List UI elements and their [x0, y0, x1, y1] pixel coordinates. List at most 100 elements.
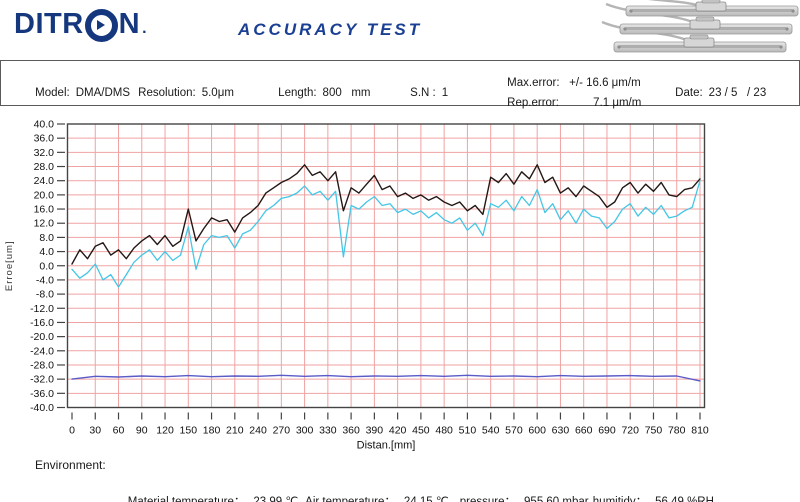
x-tick-label: 540: [482, 425, 500, 437]
y-tick-label: -20.0: [30, 331, 54, 343]
series-error-curve-dark: [71, 164, 701, 265]
max-error-value: +/- 16.6 μm/m: [569, 77, 641, 89]
resolution-value: 5.0μm: [201, 87, 234, 99]
x-tick-label: 720: [621, 425, 639, 437]
x-tick-label: 390: [366, 425, 384, 437]
x-tick-label: 180: [203, 425, 221, 437]
series-error-curve-cyan: [71, 180, 701, 288]
rep-error-value: 7.1 μm/m: [593, 97, 642, 109]
y-tick-label: -8.0: [36, 289, 54, 301]
serial-number-label: S.N :: [410, 87, 436, 99]
y-tick-label: 8.0: [39, 232, 54, 244]
material-temperature-label: Material temperature：: [127, 496, 246, 502]
x-tick-label: 150: [180, 425, 198, 437]
humidity-label: humitidy：: [592, 496, 648, 502]
logo-text-left: DITR: [14, 8, 84, 40]
y-tick-label: 16.0: [34, 204, 55, 216]
model-field: Model: DMA/DMS: [16, 75, 130, 111]
pressure: pressure： 955.60 mbar: [447, 481, 589, 502]
x-tick-label: 690: [598, 425, 616, 437]
y-tick-label: 40.0: [34, 119, 55, 131]
x-tick-label: 810: [691, 425, 709, 437]
material-temperature-value: 23.99 ℃: [253, 496, 299, 502]
x-axis: 0 30 60 90 120 150 180 210 240 270 300 330 360 390 420…: [69, 412, 709, 437]
air-temperature-label: Air temperature：: [305, 496, 396, 502]
y-tick-label: 32.0: [34, 147, 55, 159]
material-temperature: Material temperature： 23.99 ℃: [115, 481, 299, 502]
y-tick-label: 4.0: [39, 246, 54, 258]
x-tick-label: 210: [226, 425, 244, 437]
y-tick-label: -36.0: [30, 388, 54, 400]
pressure-label: pressure：: [459, 496, 517, 502]
rep-error-field: Rep.error: 7.1 μm/m: [488, 85, 641, 121]
air-temperature-value: 24.15 ℃: [403, 496, 449, 502]
y-tick-label: -40.0: [30, 402, 54, 414]
date-value: 23 / 5 / 23: [708, 87, 767, 99]
x-tick-label: 270: [273, 425, 291, 437]
x-tick-label: 90: [136, 425, 148, 437]
resolution-label: Resolution:: [138, 87, 196, 99]
x-tick-label: 0: [69, 425, 75, 437]
scale-3: [601, 20, 787, 53]
x-tick-label: 570: [505, 425, 523, 437]
max-error-label: Max.error:: [507, 77, 560, 89]
y-axis-title: Erroe[um]: [4, 240, 15, 291]
x-tick-label: 240: [249, 425, 267, 437]
plot-border: [66, 123, 706, 409]
x-tick-label: 660: [575, 425, 593, 437]
scale-1: [625, 0, 799, 17]
y-tick-label: -32.0: [30, 374, 54, 386]
logo-text-right: N: [118, 8, 141, 40]
x-tick-label: 480: [435, 425, 453, 437]
humidity-value: 56.49 %RH: [655, 496, 714, 502]
model-value: DMA/DMS: [75, 87, 131, 99]
pressure-value: 955.60 mbar: [524, 496, 589, 502]
y-axis: -40.0 -36.0 -32.0 -28.0 -24.0 -20.0 -16.0 -12.0…: [30, 119, 65, 414]
length-label: Length:: [278, 87, 317, 99]
x-tick-label: 120: [156, 425, 174, 437]
x-axis-title: Distan.[mm]: [357, 440, 416, 452]
y-tick-label: -28.0: [30, 359, 54, 371]
ditron-logo: DITR N.: [14, 8, 148, 42]
resolution-field: Resolution: 5.0μm: [119, 75, 234, 111]
y-tick-label: -12.0: [30, 303, 54, 315]
serial-number-value: 1: [441, 87, 449, 99]
max-error-field: Max.error: +/- 16.6 μm/m: [488, 65, 641, 101]
y-tick-label: -16.0: [30, 317, 54, 329]
x-tick-label: 450: [412, 425, 430, 437]
logo-o-icon: [84, 9, 118, 42]
date-label: Date:: [675, 87, 703, 99]
y-tick-label: 36.0: [34, 133, 55, 145]
length-value: 800 mm: [322, 87, 371, 99]
x-tick-label: 510: [459, 425, 477, 437]
x-tick-label: 30: [89, 425, 101, 437]
info-bar: Model: DMA/DMS Resolution: 5.0μm Length: 80…: [0, 60, 800, 109]
x-tick-label: 300: [296, 425, 314, 437]
x-tick-label: 60: [113, 425, 125, 437]
length-field: Length: 800 mm: [259, 75, 370, 111]
rep-error-label: Rep.error:: [507, 97, 559, 109]
page-title: ACCURACY TEST: [238, 20, 423, 39]
date-field: Date: 23 / 5 / 23: [656, 75, 766, 111]
linear-scales-photo: [601, 0, 799, 53]
x-tick-label: 780: [668, 425, 686, 437]
y-tick-label: 0.0: [39, 260, 54, 272]
environment-title: Environment:: [35, 458, 106, 472]
y-tick-label: 20.0: [34, 189, 55, 201]
series-reference-line-blue: [71, 374, 701, 382]
x-tick-label: 360: [342, 425, 360, 437]
logo-dot: .: [142, 20, 148, 37]
x-tick-label: 330: [319, 425, 337, 437]
y-tick-label: 24.0: [34, 175, 55, 187]
scale-2: [605, 2, 793, 35]
y-tick-label: 12.0: [34, 218, 55, 230]
x-tick-label: 750: [645, 425, 663, 437]
model-label: Model:: [35, 87, 70, 99]
chart-grid: [67, 124, 705, 408]
y-tick-label: -24.0: [30, 345, 54, 357]
x-tick-label: 600: [528, 425, 546, 437]
x-tick-label: 630: [552, 425, 570, 437]
serial-number-field: S.N : 1: [391, 75, 448, 111]
